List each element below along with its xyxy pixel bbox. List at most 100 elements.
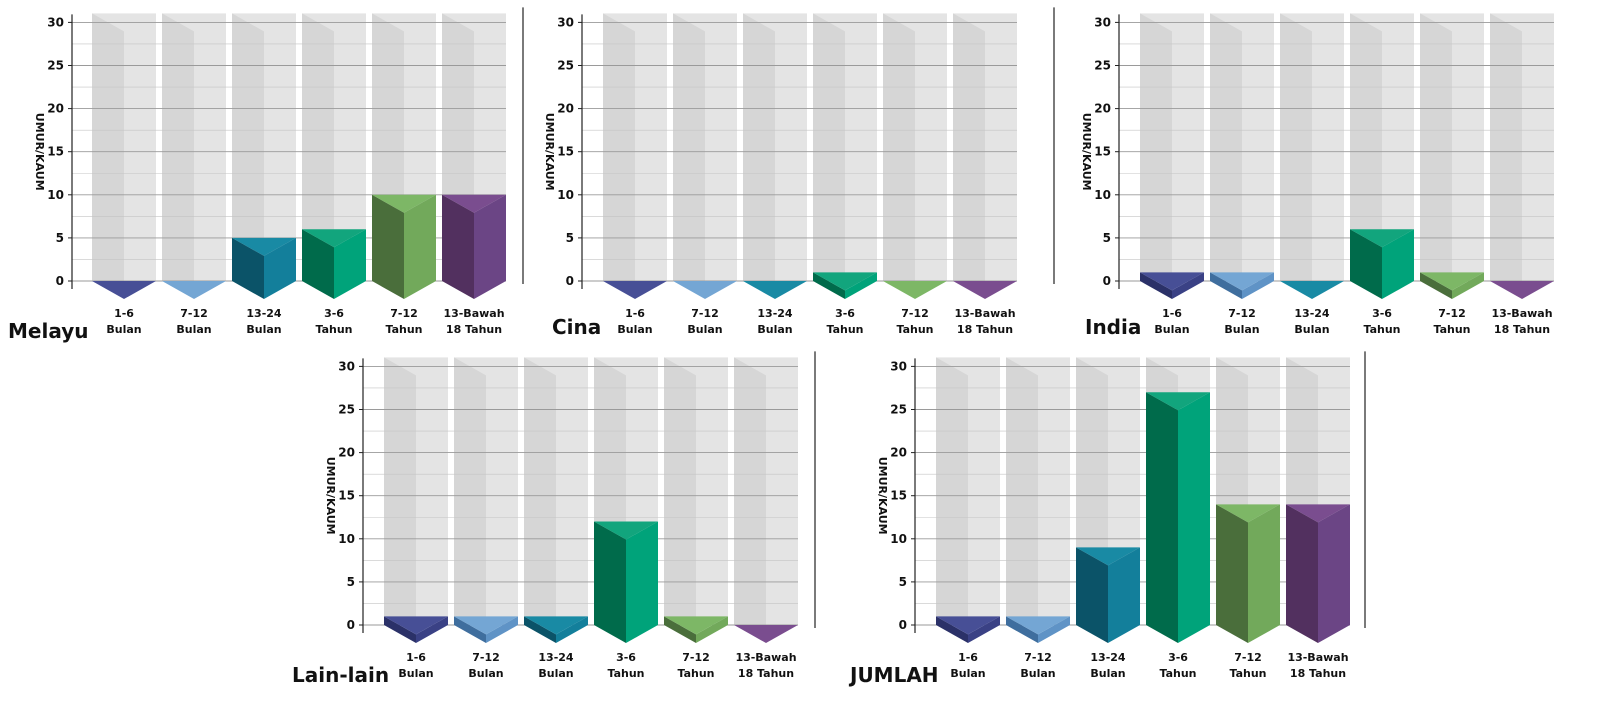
bar-top-face <box>302 229 366 248</box>
x-tick-label: Bulan <box>468 667 503 680</box>
column-shade <box>953 13 985 282</box>
bar <box>92 281 156 299</box>
y-tick-label: 30 <box>557 15 574 29</box>
bar-right-face <box>1172 272 1204 299</box>
x-tick-label: 18 Tahun <box>957 323 1013 336</box>
x-tick-label: Bulan <box>1020 667 1055 680</box>
bar-left-face <box>664 616 696 643</box>
bar-left-face <box>372 194 404 299</box>
x-tick-label: Bulan <box>950 667 985 680</box>
x-tick-label: 7-12 <box>691 307 719 320</box>
x-tick-label: 7-12 <box>901 307 929 320</box>
chart-jumlah: 0 5 10 15 20 25 30 UMUR/KAUM 1-6 Bulan 7-12 Bulan 13… <box>848 351 1366 687</box>
bar-right-face <box>1452 272 1484 299</box>
x-tick-label: Tahun <box>385 323 422 336</box>
y-tick-label: 20 <box>47 102 64 116</box>
bar-left-face <box>442 194 474 299</box>
bar-top-face <box>594 521 658 540</box>
bar-right-face <box>1318 504 1350 643</box>
y-tick-label: 5 <box>566 231 574 245</box>
x-tick-label: Bulan <box>757 323 792 336</box>
column-shade <box>302 13 334 282</box>
bar-right-face <box>1108 547 1140 643</box>
chart-title: Lain-lain <box>292 663 389 687</box>
x-tick-label: 1-6 <box>114 307 134 320</box>
bar <box>1286 504 1350 643</box>
bar-left-face <box>1076 547 1108 643</box>
bar-right-face <box>626 521 658 643</box>
y-tick-label: 0 <box>899 618 907 632</box>
bar <box>664 616 728 643</box>
y-axis-label: UMUR/KAUM <box>33 113 46 191</box>
bar-left-face <box>936 616 968 643</box>
y-tick-label: 10 <box>890 532 907 546</box>
chart-title: JUMLAH <box>848 663 939 687</box>
bar-right-face <box>1242 272 1274 299</box>
bar-top-face <box>1280 281 1344 299</box>
column-shade <box>664 357 696 625</box>
x-tick-label: 7-12 <box>1024 651 1052 664</box>
bar-top-face <box>936 616 1000 635</box>
bar-top-face <box>232 237 296 256</box>
bar <box>673 281 737 299</box>
bar-right-face <box>968 616 1000 643</box>
y-tick-label: 20 <box>557 102 574 116</box>
bar-top-face <box>1490 281 1554 299</box>
bar <box>1140 272 1204 299</box>
bar <box>1210 272 1274 299</box>
x-tick-label: 3-6 <box>1372 307 1392 320</box>
bar <box>302 229 366 299</box>
bar-top-face <box>1216 504 1280 523</box>
chart-lain-lain: 0 5 10 15 20 25 30 UMUR/KAUM 1-6 Bulan 7-12 Bulan 13… <box>292 351 816 687</box>
y-tick-label: 30 <box>1094 15 1111 29</box>
y-tick-label: 30 <box>47 15 64 29</box>
bar-right-face <box>404 194 436 299</box>
bar-right-face <box>1038 616 1070 643</box>
x-tick-label: Bulan <box>398 667 433 680</box>
bar <box>454 616 518 643</box>
y-tick-label: 25 <box>890 403 907 417</box>
bar-left-face <box>1286 504 1318 643</box>
bar-top-face <box>372 194 436 213</box>
x-tick-label: Bulan <box>538 667 573 680</box>
x-tick-label: Bulan <box>246 323 281 336</box>
bar-right-face <box>334 229 366 299</box>
x-tick-label: Bulan <box>1090 667 1125 680</box>
x-tick-label: 7-12 <box>682 651 710 664</box>
y-axis-label: UMUR/KAUM <box>1080 113 1093 191</box>
x-tick-label: Tahun <box>607 667 644 680</box>
x-tick-label: 7-12 <box>180 307 208 320</box>
bar-left-face <box>1210 272 1242 299</box>
x-tick-label: Tahun <box>1433 323 1470 336</box>
x-tick-label: 1-6 <box>958 651 978 664</box>
column-shade <box>936 357 968 625</box>
y-tick-label: 15 <box>1094 145 1111 159</box>
bar <box>936 616 1000 643</box>
x-tick-label: 1-6 <box>406 651 426 664</box>
chart-melayu: 0 5 10 15 20 25 30 UMUR/KAUM 1-6 Bulan 7-12 Bulan 13… <box>8 7 524 343</box>
bar-right-face <box>1178 392 1210 643</box>
bar-right-face <box>556 616 588 643</box>
column-shade <box>603 13 635 282</box>
y-tick-label: 0 <box>56 274 64 288</box>
x-tick-label: 7-12 <box>1438 307 1466 320</box>
column-shade <box>524 357 556 625</box>
bar-top-face <box>813 272 877 291</box>
x-tick-label: 13-24 <box>538 651 574 664</box>
chart-cina: 0 5 10 15 20 25 30 UMUR/KAUM 1-6 Bulan 7-12 Bulan 13… <box>543 7 1055 339</box>
bar-right-face <box>1382 229 1414 299</box>
bar-left-face <box>1216 504 1248 643</box>
y-tick-label: 5 <box>1103 231 1111 245</box>
bar-right-face <box>1248 504 1280 643</box>
x-tick-label: 3-6 <box>835 307 855 320</box>
x-tick-label: 13-Bawah <box>735 651 796 664</box>
bar <box>813 272 877 299</box>
x-tick-label: Tahun <box>677 667 714 680</box>
y-tick-label: 25 <box>557 59 574 73</box>
column-shade <box>1350 13 1382 282</box>
y-tick-label: 25 <box>338 403 355 417</box>
x-tick-label: 13-Bawah <box>1491 307 1552 320</box>
x-tick-label: 13-Bawah <box>954 307 1015 320</box>
bar-top-face <box>1210 272 1274 291</box>
x-tick-label: 3-6 <box>616 651 636 664</box>
